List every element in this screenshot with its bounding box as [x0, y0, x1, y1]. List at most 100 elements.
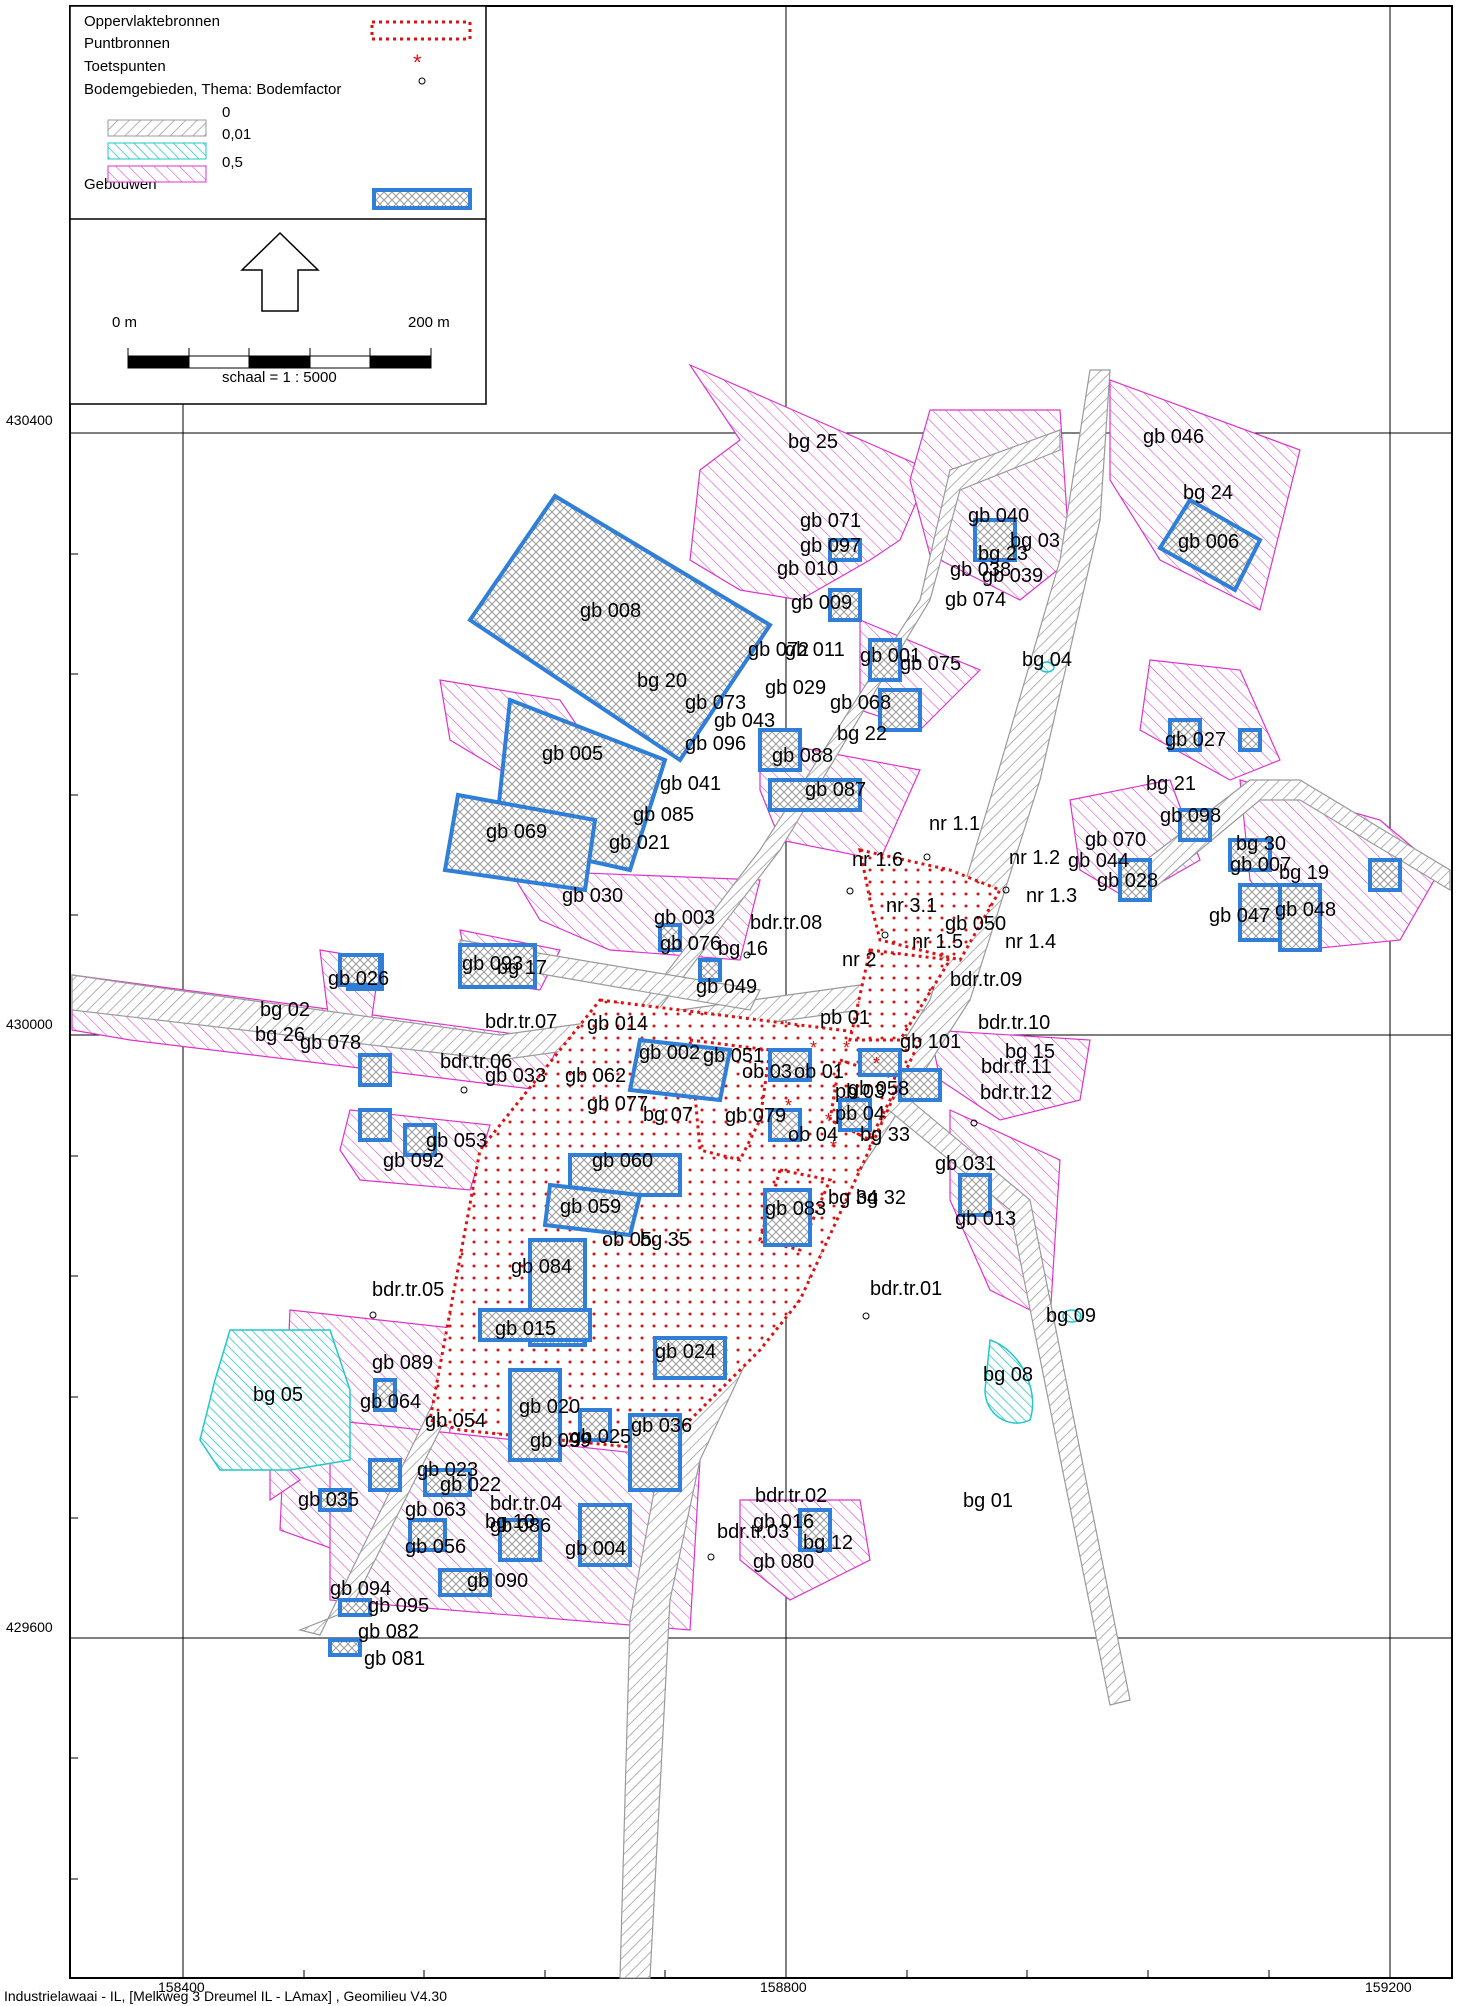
svg-text:bg 25: bg 25 [788, 431, 838, 453]
scale-start-label: 0 m [112, 314, 137, 331]
footer-caption: Industrielawaai - IL, [Melkweg 3 Dreumel… [4, 1988, 448, 2004]
svg-text:gb 072: gb 072 [748, 639, 809, 661]
svg-text:bg 19: bg 19 [1279, 862, 1329, 884]
svg-text:gb 007: gb 007 [1230, 854, 1291, 876]
svg-text:gb 076: gb 076 [660, 933, 721, 955]
legend-surface-sources: Oppervlaktebronnen [84, 13, 220, 30]
svg-text:gb 039: gb 039 [982, 565, 1043, 587]
svg-text:gb 008: gb 008 [580, 600, 641, 622]
point-sources[interactable]: * * * * * * [785, 1038, 880, 1157]
north-arrow-icon [240, 231, 320, 312]
svg-text:bdr.tr.05: bdr.tr.05 [372, 1279, 444, 1301]
svg-text:bg 08: bg 08 [983, 1364, 1033, 1386]
svg-text:gb 046: gb 046 [1143, 426, 1204, 448]
svg-text:bg 33: bg 33 [860, 1124, 910, 1146]
svg-text:gb 011: gb 011 [785, 639, 845, 661]
svg-text:nr 2: nr 2 [842, 949, 876, 971]
svg-text:bg 21: bg 21 [1146, 773, 1196, 795]
svg-text:bdr.tr.08: bdr.tr.08 [750, 912, 822, 934]
svg-text:gb 088: gb 088 [772, 745, 833, 767]
y-tick-label: 430000 [6, 1016, 53, 1032]
svg-text:gb 020: gb 020 [519, 1396, 580, 1418]
svg-text:bg 20: bg 20 [637, 670, 687, 692]
svg-text:gb 081: gb 081 [364, 1648, 425, 1670]
svg-text:gb 043: gb 043 [714, 710, 775, 732]
svg-text:bdr.tr.12: bdr.tr.12 [980, 1082, 1052, 1104]
svg-text:gb 060: gb 060 [592, 1150, 653, 1172]
svg-text:gb 048: gb 048 [1275, 899, 1336, 921]
svg-text:gb 044: gb 044 [1068, 850, 1129, 872]
y-tick-label: 430400 [6, 412, 53, 428]
legend-surface-swatch [370, 20, 472, 41]
svg-text:bg 30: bg 30 [1236, 833, 1286, 855]
svg-text:gb 026: gb 026 [328, 968, 389, 990]
legend-soil-001-swatch [107, 142, 207, 160]
svg-text:gb 087: gb 087 [805, 779, 866, 801]
svg-text:gb 074: gb 074 [945, 589, 1006, 611]
svg-text:gb 080: gb 080 [753, 1551, 814, 1573]
svg-text:nr 1.1: nr 1.1 [929, 813, 980, 835]
svg-text:bg 24: bg 24 [1183, 482, 1233, 504]
svg-text:gb 069: gb 069 [486, 821, 547, 843]
svg-text:gb 095: gb 095 [368, 1595, 429, 1617]
svg-text:gb 029: gb 029 [765, 677, 826, 699]
svg-text:gb 010: gb 010 [777, 558, 838, 580]
svg-text:bg 22: bg 22 [837, 723, 887, 745]
svg-text:gb 009: gb 009 [791, 592, 852, 614]
svg-text:gb 022: gb 022 [440, 1474, 501, 1496]
svg-text:gb 004: gb 004 [565, 1538, 626, 1560]
scale-ratio-label: schaal = 1 : 5000 [222, 369, 337, 386]
svg-text:bg 35: bg 35 [640, 1229, 690, 1251]
svg-text:*: * [825, 1110, 832, 1130]
svg-text:gb 071: gb 071 [800, 510, 861, 532]
svg-text:bg 17: bg 17 [497, 957, 547, 979]
svg-text:gb 005: gb 005 [542, 743, 603, 765]
svg-text:gb 070: gb 070 [1085, 829, 1146, 851]
svg-text:bdr.tr.01: bdr.tr.01 [870, 1278, 942, 1300]
svg-text:gb 035: gb 035 [298, 1489, 359, 1511]
svg-text:gb 062: gb 062 [565, 1065, 626, 1087]
x-tick-label: 158800 [760, 1979, 807, 1995]
legend-soil-0: 0 [222, 104, 230, 121]
svg-text:bdr.tr.07: bdr.tr.07 [485, 1011, 557, 1033]
svg-text:ob 05: ob 05 [602, 1229, 652, 1251]
svg-text:gb 047: gb 047 [1209, 905, 1270, 927]
svg-text:bg 07: bg 07 [643, 1104, 693, 1126]
svg-text:bg 34: bg 34 [828, 1187, 878, 1209]
svg-text:gb 027: gb 027 [1165, 729, 1226, 751]
legend-building-swatch [372, 188, 472, 210]
svg-text:gb 015: gb 015 [495, 1318, 556, 1340]
svg-text:gb 025: gb 025 [570, 1426, 631, 1448]
svg-text:gb 094: gb 094 [330, 1578, 391, 1600]
svg-text:gb 085: gb 085 [633, 804, 694, 826]
svg-text:gb 036: gb 036 [631, 1415, 692, 1437]
svg-text:gb 086: gb 086 [490, 1515, 551, 1537]
svg-text:bg 23: bg 23 [978, 543, 1028, 565]
svg-text:gb 054: gb 054 [425, 1410, 486, 1432]
map-labels: gb 008 gb 005 gb 069 gb 006 gb 046 gb 04… [253, 426, 1336, 1670]
svg-text:*: * [843, 1038, 850, 1058]
svg-text:*: * [830, 1137, 837, 1157]
svg-text:gb 096: gb 096 [685, 733, 746, 755]
svg-text:gb 006: gb 006 [1178, 531, 1239, 553]
svg-text:gb 084: gb 084 [511, 1256, 572, 1278]
buildings[interactable] [318, 493, 1402, 1657]
y-tick-label: 429600 [6, 1619, 53, 1635]
svg-text:bdr.tr.04: bdr.tr.04 [490, 1493, 562, 1515]
svg-text:pb 04: pb 04 [835, 1103, 885, 1125]
svg-text:gb 056: gb 056 [405, 1536, 466, 1558]
svg-text:gb 101: gb 101 [900, 1031, 961, 1053]
svg-text:gb 013: gb 013 [955, 1208, 1016, 1230]
svg-text:gb 058: gb 058 [848, 1078, 909, 1100]
svg-text:gb 016: gb 016 [753, 1511, 814, 1533]
svg-text:gb 021: gb 021 [609, 832, 670, 854]
svg-text:gb 099: gb 099 [530, 1430, 591, 1452]
svg-text:bg 32: bg 32 [856, 1187, 906, 1209]
svg-text:gb 064: gb 064 [360, 1391, 421, 1413]
x-tick-label: 159200 [1365, 1979, 1412, 1995]
svg-text:ob 01: ob 01 [794, 1061, 844, 1083]
svg-text:gb 073: gb 073 [685, 692, 746, 714]
svg-text:ob 04: ob 04 [788, 1124, 838, 1146]
svg-text:gb 063: gb 063 [405, 1499, 466, 1521]
